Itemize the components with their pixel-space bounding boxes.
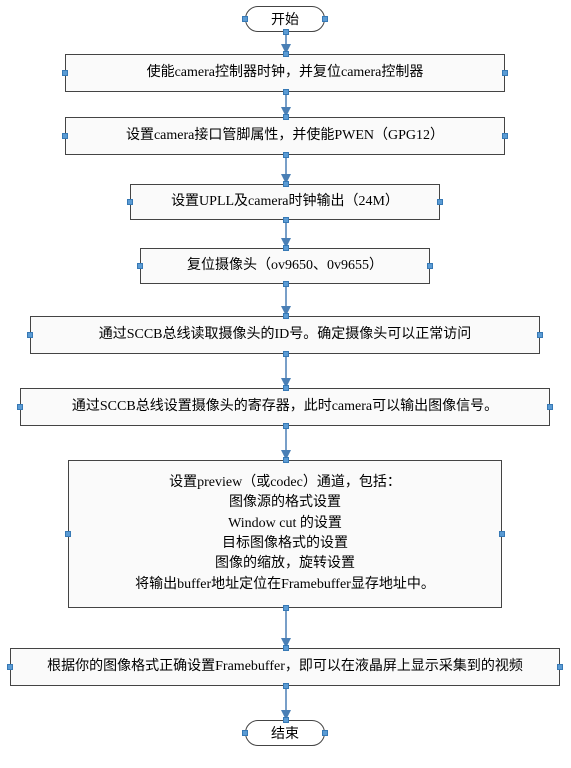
resize-handle bbox=[557, 664, 563, 670]
node-label: 设置camera接口管脚属性，并使能PWEN（GPG12） bbox=[126, 126, 444, 146]
resize-handle bbox=[62, 133, 68, 139]
resize-handle bbox=[283, 457, 289, 463]
resize-handle bbox=[7, 664, 13, 670]
node-p1: 使能camera控制器时钟，并复位camera控制器 bbox=[65, 54, 505, 92]
node-p6: 通过SCCB总线设置摄像头的寄存器，此时camera可以输出图像信号。 bbox=[20, 388, 550, 426]
resize-handle bbox=[242, 730, 248, 736]
resize-handle bbox=[283, 245, 289, 251]
resize-handle bbox=[537, 332, 543, 338]
node-label: 通过SCCB总线读取摄像头的ID号。确定摄像头可以正常访问 bbox=[99, 325, 472, 345]
node-label: 复位摄像头（ov9650、0v9655） bbox=[187, 256, 383, 276]
arrow-p2-p3 bbox=[278, 155, 294, 184]
resize-handle bbox=[283, 281, 289, 287]
resize-handle bbox=[427, 263, 433, 269]
node-p7: 设置preview（或codec）通道，包括：图像源的格式设置Window cu… bbox=[68, 460, 502, 608]
flowchart-container: 开始使能camera控制器时钟，并复位camera控制器设置camera接口管脚… bbox=[0, 0, 571, 768]
resize-handle bbox=[127, 199, 133, 205]
resize-handle bbox=[547, 404, 553, 410]
node-p2: 设置camera接口管脚属性，并使能PWEN（GPG12） bbox=[65, 117, 505, 155]
resize-handle bbox=[322, 16, 328, 22]
node-label: 开始 bbox=[271, 9, 299, 29]
resize-handle bbox=[283, 114, 289, 120]
node-p3: 设置UPLL及camera时钟输出（24M） bbox=[130, 184, 440, 220]
node-label: 结束 bbox=[271, 723, 299, 743]
node-line: 将输出buffer地址定位在Framebuffer显存地址中。 bbox=[135, 575, 435, 595]
resize-handle bbox=[283, 313, 289, 319]
resize-handle bbox=[242, 16, 248, 22]
resize-handle bbox=[283, 683, 289, 689]
resize-handle bbox=[65, 531, 71, 537]
resize-handle bbox=[283, 351, 289, 357]
node-line: 图像的缩放，旋转设置 bbox=[215, 554, 355, 574]
arrow-p3-p4 bbox=[278, 220, 294, 248]
resize-handle bbox=[283, 645, 289, 651]
resize-handle bbox=[283, 29, 289, 35]
node-label: 通过SCCB总线设置摄像头的寄存器，此时camera可以输出图像信号。 bbox=[72, 397, 498, 417]
node-p8: 根据你的图像格式正确设置Framebuffer，即可以在液晶屏上显示采集到的视频 bbox=[10, 648, 560, 686]
resize-handle bbox=[283, 152, 289, 158]
resize-handle bbox=[283, 605, 289, 611]
resize-handle bbox=[322, 730, 328, 736]
node-label: 根据你的图像格式正确设置Framebuffer，即可以在液晶屏上显示采集到的视频 bbox=[47, 657, 523, 677]
resize-handle bbox=[283, 181, 289, 187]
resize-handle bbox=[283, 423, 289, 429]
node-line: Window cut 的设置 bbox=[228, 514, 342, 534]
resize-handle bbox=[437, 199, 443, 205]
arrow-p8-end bbox=[278, 686, 294, 720]
arrow-p5-p6 bbox=[278, 354, 294, 388]
resize-handle bbox=[283, 51, 289, 57]
arrow-p6-p7 bbox=[278, 426, 294, 460]
resize-handle bbox=[17, 404, 23, 410]
resize-handle bbox=[283, 89, 289, 95]
resize-handle bbox=[502, 133, 508, 139]
resize-handle bbox=[502, 70, 508, 76]
node-label: 使能camera控制器时钟，并复位camera控制器 bbox=[147, 63, 424, 83]
resize-handle bbox=[137, 263, 143, 269]
resize-handle bbox=[62, 70, 68, 76]
node-line: 设置preview（或codec）通道，包括： bbox=[169, 473, 401, 493]
resize-handle bbox=[27, 332, 33, 338]
node-line: 图像源的格式设置 bbox=[229, 493, 341, 513]
arrow-p4-p5 bbox=[278, 284, 294, 316]
arrow-p7-p8 bbox=[278, 608, 294, 648]
resize-handle bbox=[283, 217, 289, 223]
resize-handle bbox=[499, 531, 505, 537]
node-label: 设置UPLL及camera时钟输出（24M） bbox=[171, 192, 399, 212]
resize-handle bbox=[283, 717, 289, 723]
resize-handle bbox=[283, 385, 289, 391]
node-line: 目标图像格式的设置 bbox=[222, 534, 348, 554]
node-end: 结束 bbox=[245, 720, 325, 746]
node-p5: 通过SCCB总线读取摄像头的ID号。确定摄像头可以正常访问 bbox=[30, 316, 540, 354]
node-p4: 复位摄像头（ov9650、0v9655） bbox=[140, 248, 430, 284]
